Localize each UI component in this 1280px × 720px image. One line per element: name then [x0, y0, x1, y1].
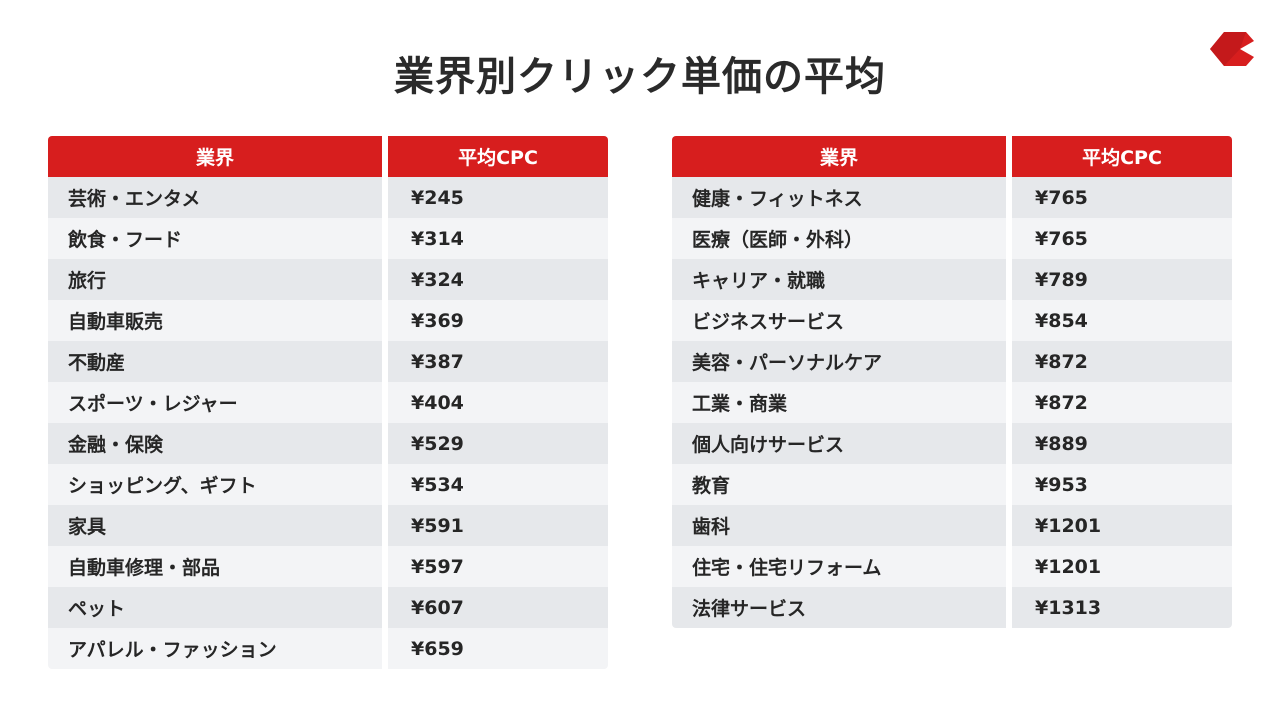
table-row: 金融・保険 ¥529 [48, 423, 608, 464]
cpc-cell: ¥872 [1012, 341, 1232, 382]
industry-cell: 飲食・フード [48, 218, 382, 259]
cpc-cell: ¥765 [1012, 218, 1232, 259]
cpc-cell: ¥659 [388, 628, 608, 669]
table-row: 芸術・エンタメ ¥245 [48, 177, 608, 218]
table-row: 医療（医師・外科） ¥765 [672, 218, 1232, 259]
table-row: アパレル・ファッション ¥659 [48, 628, 608, 669]
cpc-cell: ¥854 [1012, 300, 1232, 341]
industry-cell: 教育 [672, 464, 1006, 505]
cpc-cell: ¥1201 [1012, 546, 1232, 587]
page-title: 業界別クリック単価の平均 [394, 54, 886, 100]
header-avg-cpc: 平均CPC [1012, 136, 1232, 177]
cpc-cell: ¥1201 [1012, 505, 1232, 546]
industry-cell: 芸術・エンタメ [48, 177, 382, 218]
table-row: 歯科 ¥1201 [672, 505, 1232, 546]
industry-cell: 自動車修理・部品 [48, 546, 382, 587]
table-header-row: 業界 平均CPC [48, 136, 608, 177]
cpc-cell: ¥324 [388, 259, 608, 300]
industry-cell: 金融・保険 [48, 423, 382, 464]
industry-cell: 医療（医師・外科） [672, 218, 1006, 259]
cpc-cell: ¥591 [388, 505, 608, 546]
brand-logo-icon [1210, 32, 1254, 66]
table-row: 美容・パーソナルケア ¥872 [672, 341, 1232, 382]
cpc-table-right: 業界 平均CPC 健康・フィットネス ¥765 医療（医師・外科） ¥765 キャリア・… [672, 136, 1232, 628]
header-industry: 業界 [48, 136, 382, 177]
industry-cell: 自動車販売 [48, 300, 382, 341]
table-row: 不動産 ¥387 [48, 341, 608, 382]
header-avg-cpc: 平均CPC [388, 136, 608, 177]
cpc-cell: ¥597 [388, 546, 608, 587]
cpc-cell: ¥387 [388, 341, 608, 382]
cpc-table-left: 業界 平均CPC 芸術・エンタメ ¥245 飲食・フード ¥314 旅行 ¥324 自動車販… [48, 136, 608, 669]
industry-cell: 家具 [48, 505, 382, 546]
industry-cell: ビジネスサービス [672, 300, 1006, 341]
cpc-cell: ¥789 [1012, 259, 1232, 300]
table-row: 家具 ¥591 [48, 505, 608, 546]
table-row: 法律サービス ¥1313 [672, 587, 1232, 628]
cpc-cell: ¥369 [388, 300, 608, 341]
cpc-cell: ¥534 [388, 464, 608, 505]
industry-cell: 歯科 [672, 505, 1006, 546]
industry-cell: キャリア・就職 [672, 259, 1006, 300]
table-row: 旅行 ¥324 [48, 259, 608, 300]
industry-cell: アパレル・ファッション [48, 628, 382, 669]
table-row: 自動車修理・部品 ¥597 [48, 546, 608, 587]
table-header-row: 業界 平均CPC [672, 136, 1232, 177]
table-row: キャリア・就職 ¥789 [672, 259, 1232, 300]
header-industry: 業界 [672, 136, 1006, 177]
table-row: ペット ¥607 [48, 587, 608, 628]
table-row: 飲食・フード ¥314 [48, 218, 608, 259]
industry-cell: スポーツ・レジャー [48, 382, 382, 423]
cpc-cell: ¥529 [388, 423, 608, 464]
cpc-cell: ¥953 [1012, 464, 1232, 505]
industry-cell: 旅行 [48, 259, 382, 300]
cpc-cell: ¥1313 [1012, 587, 1232, 628]
cpc-cell: ¥245 [388, 177, 608, 218]
table-row: スポーツ・レジャー ¥404 [48, 382, 608, 423]
cpc-cell: ¥872 [1012, 382, 1232, 423]
cpc-cell: ¥404 [388, 382, 608, 423]
industry-cell: 個人向けサービス [672, 423, 1006, 464]
industry-cell: 不動産 [48, 341, 382, 382]
table-row: 個人向けサービス ¥889 [672, 423, 1232, 464]
table-row: 健康・フィットネス ¥765 [672, 177, 1232, 218]
industry-cell: 工業・商業 [672, 382, 1006, 423]
industry-cell: 健康・フィットネス [672, 177, 1006, 218]
cpc-cell: ¥889 [1012, 423, 1232, 464]
cpc-cell: ¥607 [388, 587, 608, 628]
industry-cell: 法律サービス [672, 587, 1006, 628]
table-row: ビジネスサービス ¥854 [672, 300, 1232, 341]
industry-cell: ペット [48, 587, 382, 628]
industry-cell: ショッピング、ギフト [48, 464, 382, 505]
table-row: 自動車販売 ¥369 [48, 300, 608, 341]
table-row: 住宅・住宅リフォーム ¥1201 [672, 546, 1232, 587]
industry-cell: 美容・パーソナルケア [672, 341, 1006, 382]
table-row: ショッピング、ギフト ¥534 [48, 464, 608, 505]
table-row: 教育 ¥953 [672, 464, 1232, 505]
cpc-cell: ¥765 [1012, 177, 1232, 218]
table-row: 工業・商業 ¥872 [672, 382, 1232, 423]
industry-cell: 住宅・住宅リフォーム [672, 546, 1006, 587]
cpc-cell: ¥314 [388, 218, 608, 259]
